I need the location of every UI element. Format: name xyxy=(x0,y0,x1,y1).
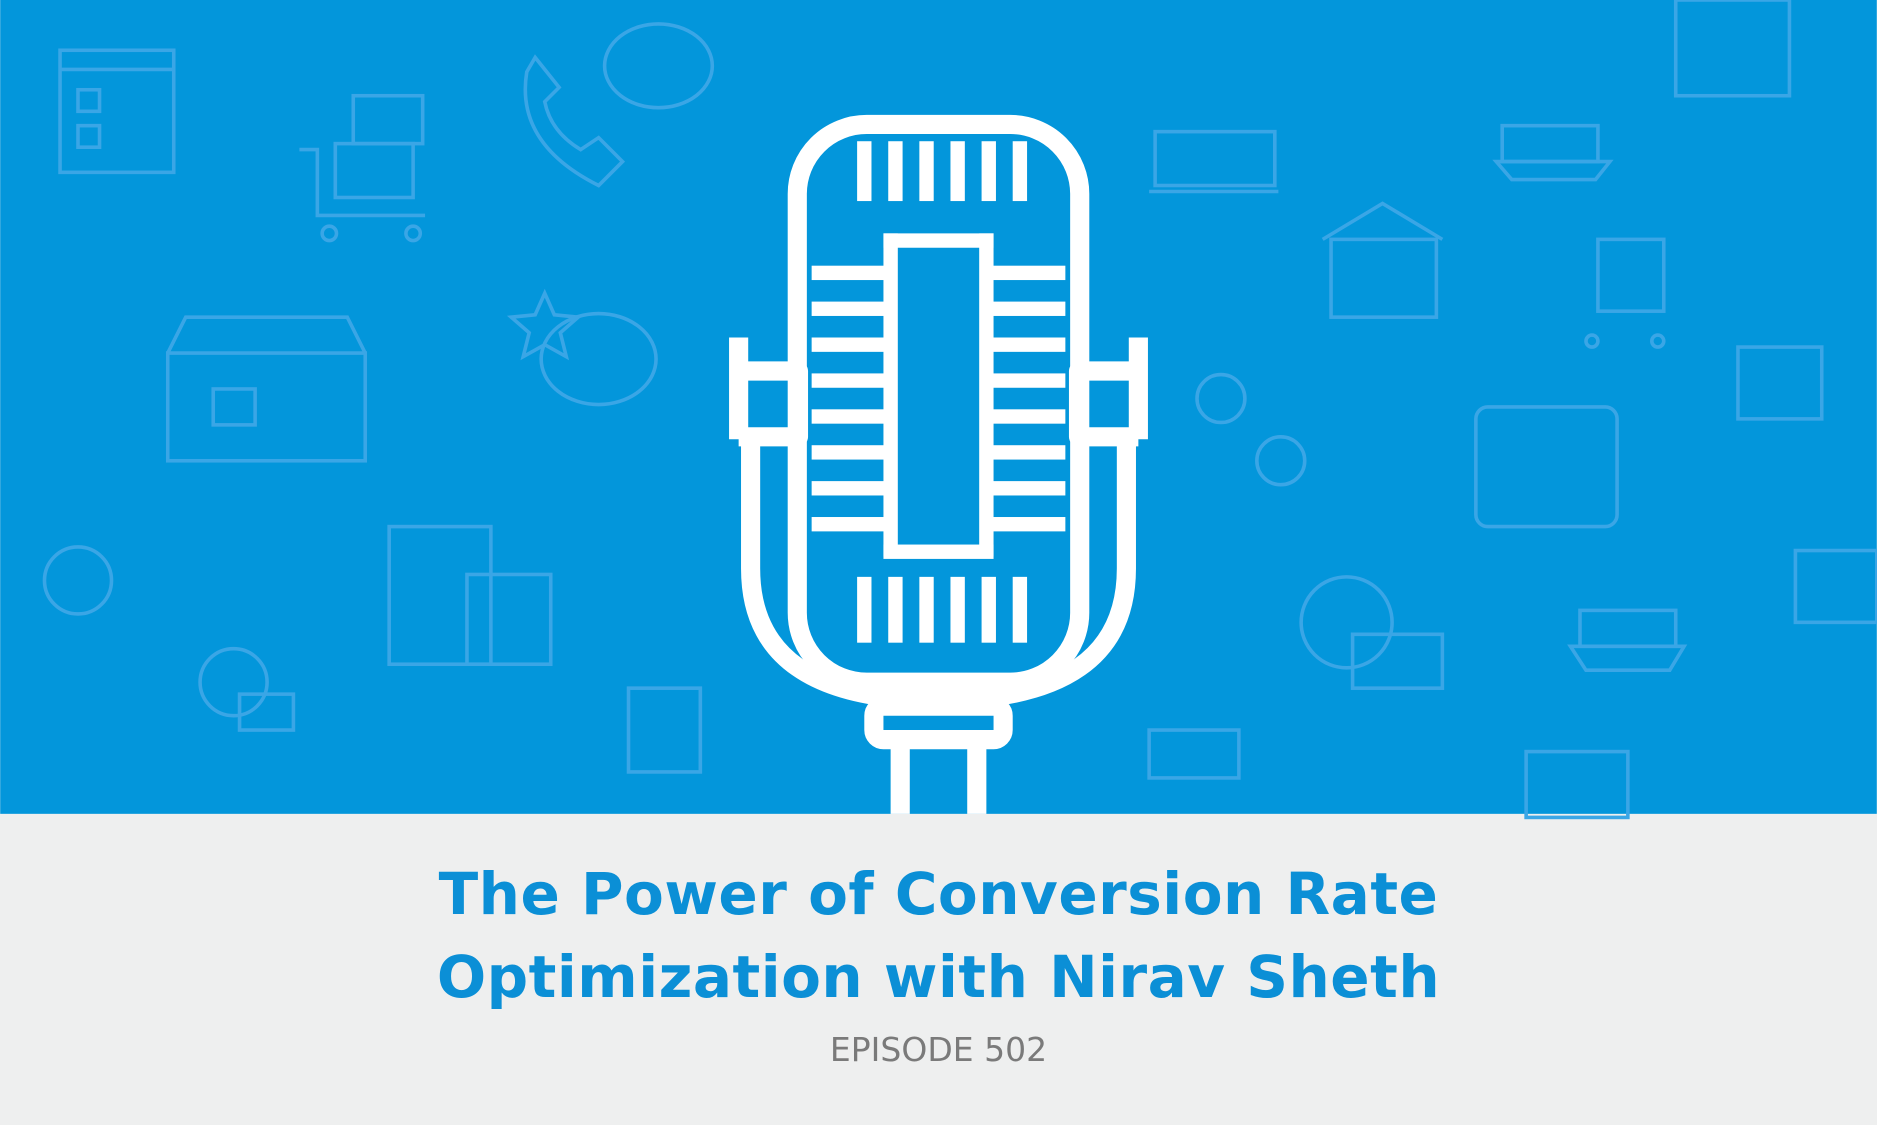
episode-title-line: Optimization with Nirav Sheth xyxy=(436,943,1441,1011)
microphone xyxy=(729,114,1148,814)
episode-title-line: The Power of Conversion Rate xyxy=(438,860,1439,928)
background-icons xyxy=(42,0,1877,820)
episode-number: EPISODE 502 xyxy=(829,1030,1048,1069)
